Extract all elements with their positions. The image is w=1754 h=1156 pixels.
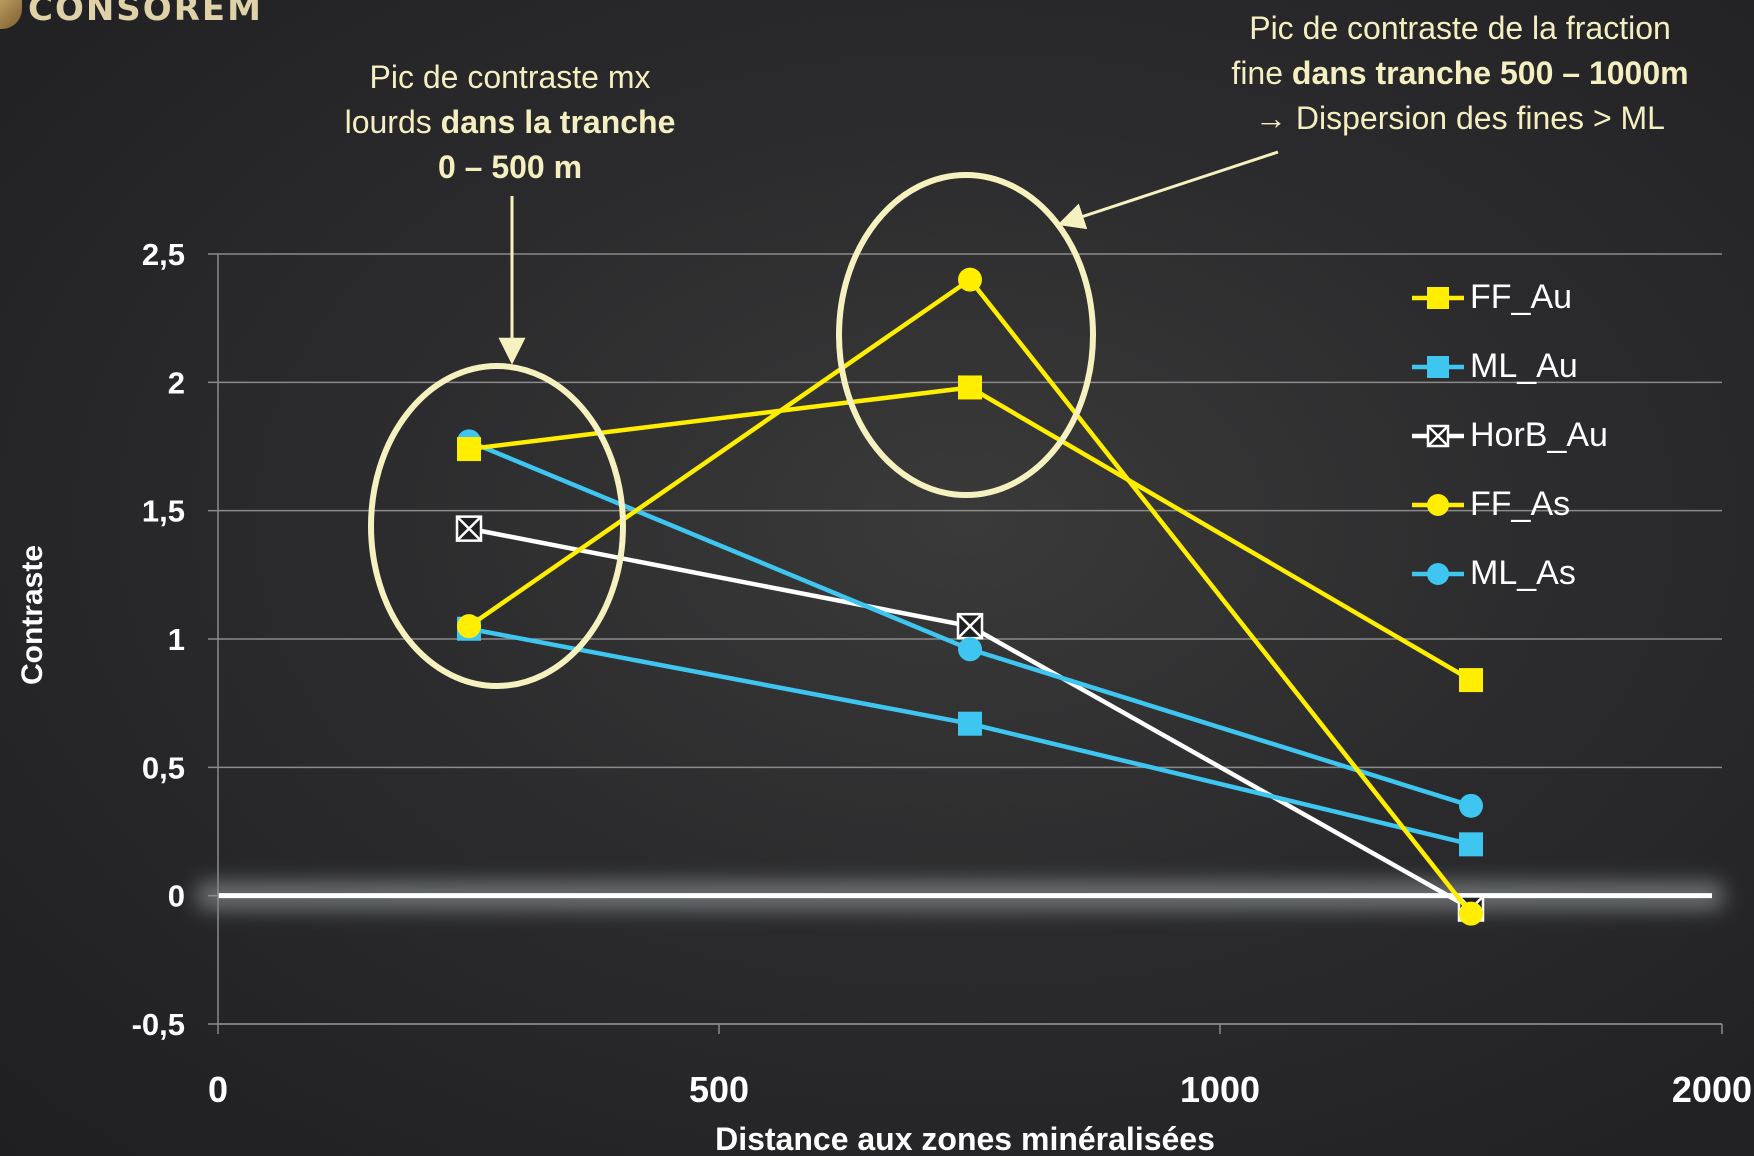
data-point — [1459, 901, 1483, 926]
legend-label: FF_Au — [1470, 278, 1573, 316]
legend-label: ML_Au — [1470, 347, 1578, 385]
y-tick-label: 2 — [168, 365, 185, 400]
x-tick-label: 1000 — [1180, 1069, 1260, 1110]
legend-label: FF_As — [1470, 485, 1571, 523]
data-point — [1459, 793, 1483, 818]
legend-marker — [1427, 493, 1449, 516]
highlight-ellipse-right — [836, 172, 1096, 498]
legend-label: HorB_Au — [1470, 416, 1608, 454]
annotation-left: Pic de contraste mx lourds dans la tranc… — [300, 55, 720, 190]
legend-marker — [1427, 355, 1449, 378]
legend-swatch — [1412, 355, 1464, 378]
legend-swatch — [1412, 286, 1464, 309]
data-point — [956, 612, 984, 640]
data-point — [958, 711, 982, 736]
legend-marker — [1427, 286, 1449, 309]
legend-marker — [1427, 562, 1449, 585]
legend-item-ML_As: ML_As — [1410, 539, 1608, 608]
arrow-right — [1057, 150, 1279, 230]
legend-item-FF_As: FF_As — [1410, 470, 1608, 539]
x-tick-label: 0 — [208, 1069, 228, 1110]
data-point-cross — [957, 613, 983, 640]
y-tick-label: -0,5 — [132, 1007, 185, 1042]
x-axis-label: Distance aux zones minéralisées — [715, 1121, 1215, 1156]
legend-swatch — [1412, 493, 1464, 516]
x-tick-label: 500 — [689, 1069, 749, 1110]
data-point-cross — [456, 515, 482, 542]
y-tick-label: 1,5 — [142, 494, 185, 529]
y-tick-label: 2,5 — [142, 237, 185, 272]
legend-marker-cross — [1427, 424, 1449, 447]
annotation-shapes — [368, 150, 1279, 689]
data-point — [958, 375, 982, 400]
data-point — [457, 437, 481, 462]
annotation-right-line2: fine dans tranche 500 – 1000m — [1231, 55, 1689, 91]
y-tick-label: 0,5 — [142, 750, 185, 785]
highlight-ellipse-left — [368, 363, 626, 689]
annotation-right-line1: Pic de contraste de la fraction — [1249, 10, 1671, 46]
data-point — [958, 267, 982, 292]
legend-item-FF_Au: FF_Au — [1410, 263, 1608, 332]
y-tick-label: 1 — [168, 622, 185, 657]
legend-item-HorB_Au: HorB_Au — [1410, 401, 1608, 470]
data-point — [1459, 832, 1483, 857]
annotation-right: Pic de contraste de la fraction fine dan… — [1160, 6, 1754, 141]
legend-item-ML_Au: ML_Au — [1410, 332, 1608, 401]
annotation-left-line2: lourds dans la tranche — [344, 104, 676, 140]
series-line — [467, 277, 1473, 916]
legend-swatch — [1412, 562, 1464, 585]
annotation-left-line3: 0 – 500 m — [437, 149, 583, 185]
logo: CONSOREM — [0, 0, 263, 32]
data-point — [457, 614, 481, 639]
series-FF_Au — [457, 375, 1483, 693]
series — [455, 267, 1485, 926]
y-axis-label: Contraste — [16, 545, 49, 685]
legend-label: ML_As — [1470, 554, 1576, 592]
axes: 2,5 2 1,5 1 0,5 0 -0,5 0 500 1000 2000 — [132, 237, 1752, 1110]
legend: FF_Au ML_Au HorB_Au FF_As ML_As — [1410, 263, 1608, 608]
data-point — [1459, 668, 1483, 693]
data-point — [455, 515, 483, 542]
data-point — [958, 637, 982, 662]
annotation-right-line3: → Dispersion des fines > ML — [1255, 100, 1665, 136]
y-tick-label: 0 — [168, 879, 185, 914]
x-tick-label: 2000 — [1672, 1069, 1752, 1110]
annotation-left-line1: Pic de contraste mx — [369, 59, 651, 95]
series-FF_As — [457, 267, 1483, 926]
logo-text: CONSOREM — [28, 0, 263, 29]
logo-mark-icon — [0, 0, 22, 29]
legend-swatch — [1412, 424, 1464, 447]
